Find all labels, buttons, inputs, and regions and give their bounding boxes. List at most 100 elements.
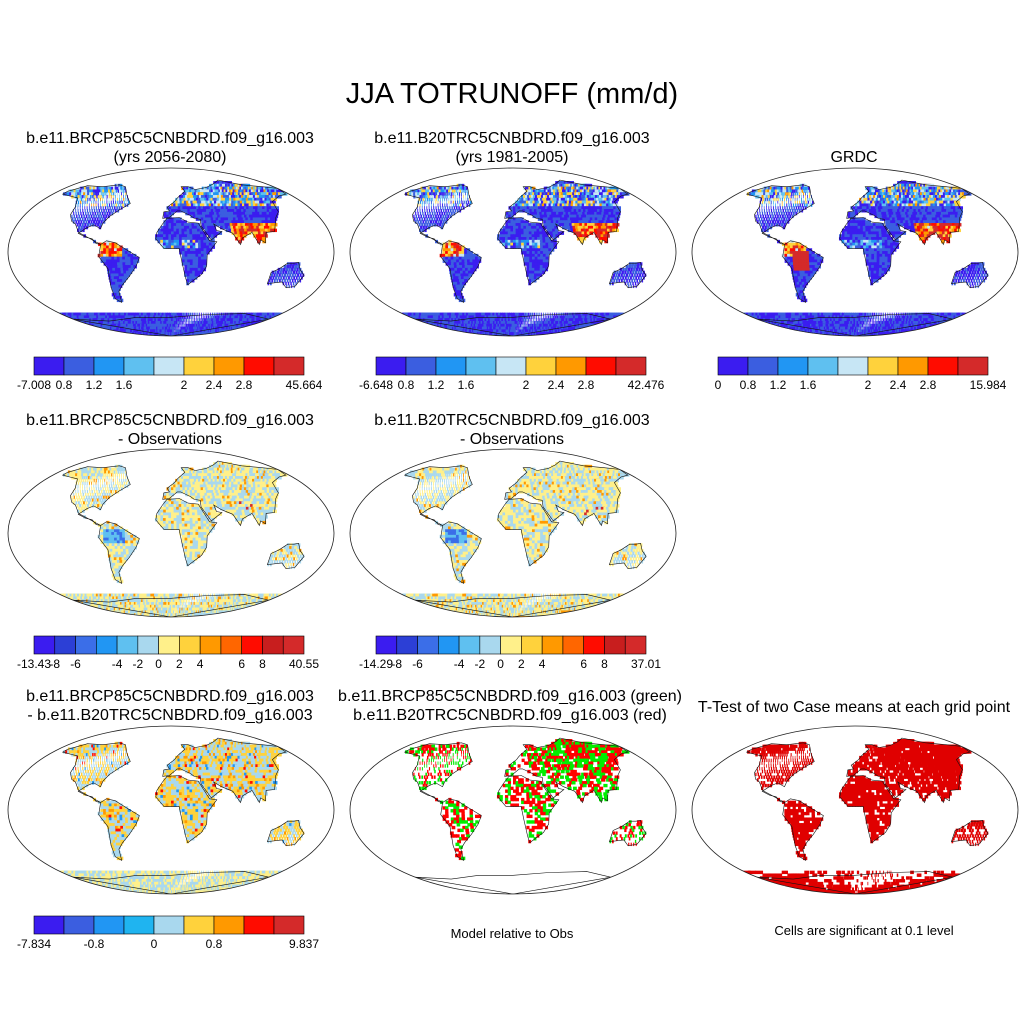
colorbar-swatch xyxy=(458,635,481,655)
colorbar-swatch xyxy=(116,635,139,655)
map-panel-5 xyxy=(349,448,677,618)
colorbar-label: 2 xyxy=(523,378,530,392)
colorbar-label: 2 xyxy=(865,378,872,392)
colorbar-label: 2.8 xyxy=(920,378,937,392)
colorbar-label: 45.664 xyxy=(286,378,323,392)
colorbar-swatch xyxy=(867,356,899,376)
panel-1-title-line1: b.e11.BRCP85C5CNBDRD.f09_g16.003 xyxy=(26,130,314,147)
colorbar-label: 0.8 xyxy=(740,378,757,392)
colorbar-label: -2 xyxy=(475,657,486,671)
colorbar-label: 15.984 xyxy=(970,378,1007,392)
colorbar-swatch xyxy=(615,356,647,376)
map-panel-4 xyxy=(7,448,335,618)
colorbar-swatch xyxy=(93,915,125,935)
colorbar-label: -14.29 xyxy=(359,657,393,671)
colorbar-label: 42.476 xyxy=(628,378,665,392)
caption-significance: Cells are significant at 0.1 level xyxy=(774,923,954,938)
colorbar-label: 1.6 xyxy=(800,378,817,392)
colorbar-label: 2.4 xyxy=(890,378,907,392)
colorbar-swatch xyxy=(747,356,779,376)
panel-8-title-line2: b.e11.B20TRC5CNBDRD.f09_g16.003 (red) xyxy=(353,707,667,724)
colorbar-swatch xyxy=(153,915,185,935)
colorbar-swatch xyxy=(717,356,749,376)
colorbar-swatch xyxy=(153,356,185,376)
colorbar-label: -6 xyxy=(70,657,81,671)
panel-5-title-line1: b.e11.B20TRC5CNBDRD.f09_g16.003 xyxy=(374,412,650,429)
map-panel-9 xyxy=(691,725,1019,895)
panel-7-title-line1: b.e11.BRCP85C5CNBDRD.f09_g16.003 xyxy=(26,688,314,705)
panel-3-title: GRDC xyxy=(684,148,1024,167)
colorbar-swatch xyxy=(33,635,56,655)
colorbar-swatch xyxy=(837,356,869,376)
colorbar-swatch xyxy=(158,635,180,655)
panel-5-title-line2: - Observations xyxy=(459,431,565,448)
colorbar-label: -4 xyxy=(112,657,123,671)
colorbar-swatch xyxy=(777,356,809,376)
colorbar-label: 0 xyxy=(497,657,504,671)
colorbar-panel-4: -13.43-8 -6 -4 -2 0 2 4 6 8 40.55 xyxy=(17,635,319,671)
colorbar-label: 0 xyxy=(155,657,162,671)
colorbar-swatch xyxy=(213,356,245,376)
colorbar-label: 0 xyxy=(151,937,158,951)
colorbar-swatch xyxy=(562,635,584,655)
colorbar-swatch xyxy=(262,635,284,655)
colorbar-label: -6 xyxy=(412,657,423,671)
panel-2-title-line2: (yrs 1981-2005) xyxy=(455,149,569,166)
colorbar-swatch xyxy=(435,356,467,376)
coastlines xyxy=(745,737,989,894)
colorbar-label: 2.4 xyxy=(206,378,223,392)
colorbar-label: -8 xyxy=(391,657,402,671)
map-data-cells xyxy=(405,739,647,861)
caption-model-relative: Model relative to Obs xyxy=(450,926,574,941)
colorbar-swatch xyxy=(54,635,76,655)
colorbar-swatch xyxy=(93,356,125,376)
panel-9-title-line: T-Test of two Case means at each grid po… xyxy=(697,699,1011,716)
colorbar-label: 1.6 xyxy=(116,378,133,392)
colorbar-panel-3: 0 0.8 1.2 1.6 2 2.4 2.8 15.984 xyxy=(715,356,1007,392)
colorbar-label: 8 xyxy=(259,657,266,671)
map-panel-1 xyxy=(7,167,335,337)
figure-title: JJA TOTRUNOFF (mm/d) xyxy=(345,78,679,110)
colorbar-swatch xyxy=(438,635,460,655)
colorbar-label: -2 xyxy=(133,657,144,671)
colorbar-swatch xyxy=(241,635,263,655)
coastlines xyxy=(403,737,647,894)
colorbar-swatch xyxy=(273,356,305,376)
colorbar-label: 2 xyxy=(181,378,188,392)
colorbar-swatch xyxy=(495,356,527,376)
colorbar-swatch xyxy=(375,635,398,655)
colorbar-swatch xyxy=(927,356,959,376)
colorbar-label: -13.43 xyxy=(17,657,51,671)
map-panel-3 xyxy=(691,167,1019,337)
colorbar-label: 2.8 xyxy=(578,378,595,392)
map-panel-2 xyxy=(349,167,677,337)
panel-4-title-line2: - Observations xyxy=(117,431,223,448)
map-boundary xyxy=(7,725,335,895)
colorbar-swatch xyxy=(405,356,437,376)
colorbar-swatch xyxy=(243,356,275,376)
colorbar-swatch xyxy=(63,356,95,376)
colorbar-label: 2 xyxy=(176,657,183,671)
map-boundary xyxy=(691,725,1019,895)
colorbar-swatch xyxy=(375,356,407,376)
coastlines xyxy=(61,179,305,336)
map-panel-8 xyxy=(349,725,677,895)
colorbar-swatch xyxy=(479,635,501,655)
colorbar-swatch xyxy=(183,356,215,376)
colorbar-swatch xyxy=(123,915,155,935)
colorbar-label: 1.2 xyxy=(86,378,103,392)
panel-3-title-line: GRDC xyxy=(830,149,878,166)
coastlines xyxy=(61,737,305,894)
map-boundary xyxy=(349,448,677,618)
colorbar-label: 0.8 xyxy=(206,937,223,951)
colorbar-label: 4 xyxy=(197,657,204,671)
colorbar-label: 6 xyxy=(580,657,587,671)
colorbar-panel-1: -7.008 0.8 1.2 1.6 2 2.4 2.8 45.664 xyxy=(17,356,323,392)
panel-4-title-line1: b.e11.BRCP85C5CNBDRD.f09_g16.003 xyxy=(26,412,314,429)
colorbar-swatch xyxy=(273,915,305,935)
colorbar-swatch xyxy=(183,915,215,935)
map-data-cells xyxy=(58,739,305,894)
colorbar-swatch xyxy=(33,356,65,376)
coastlines xyxy=(403,179,647,336)
colorbar-label: 37.01 xyxy=(631,657,661,671)
